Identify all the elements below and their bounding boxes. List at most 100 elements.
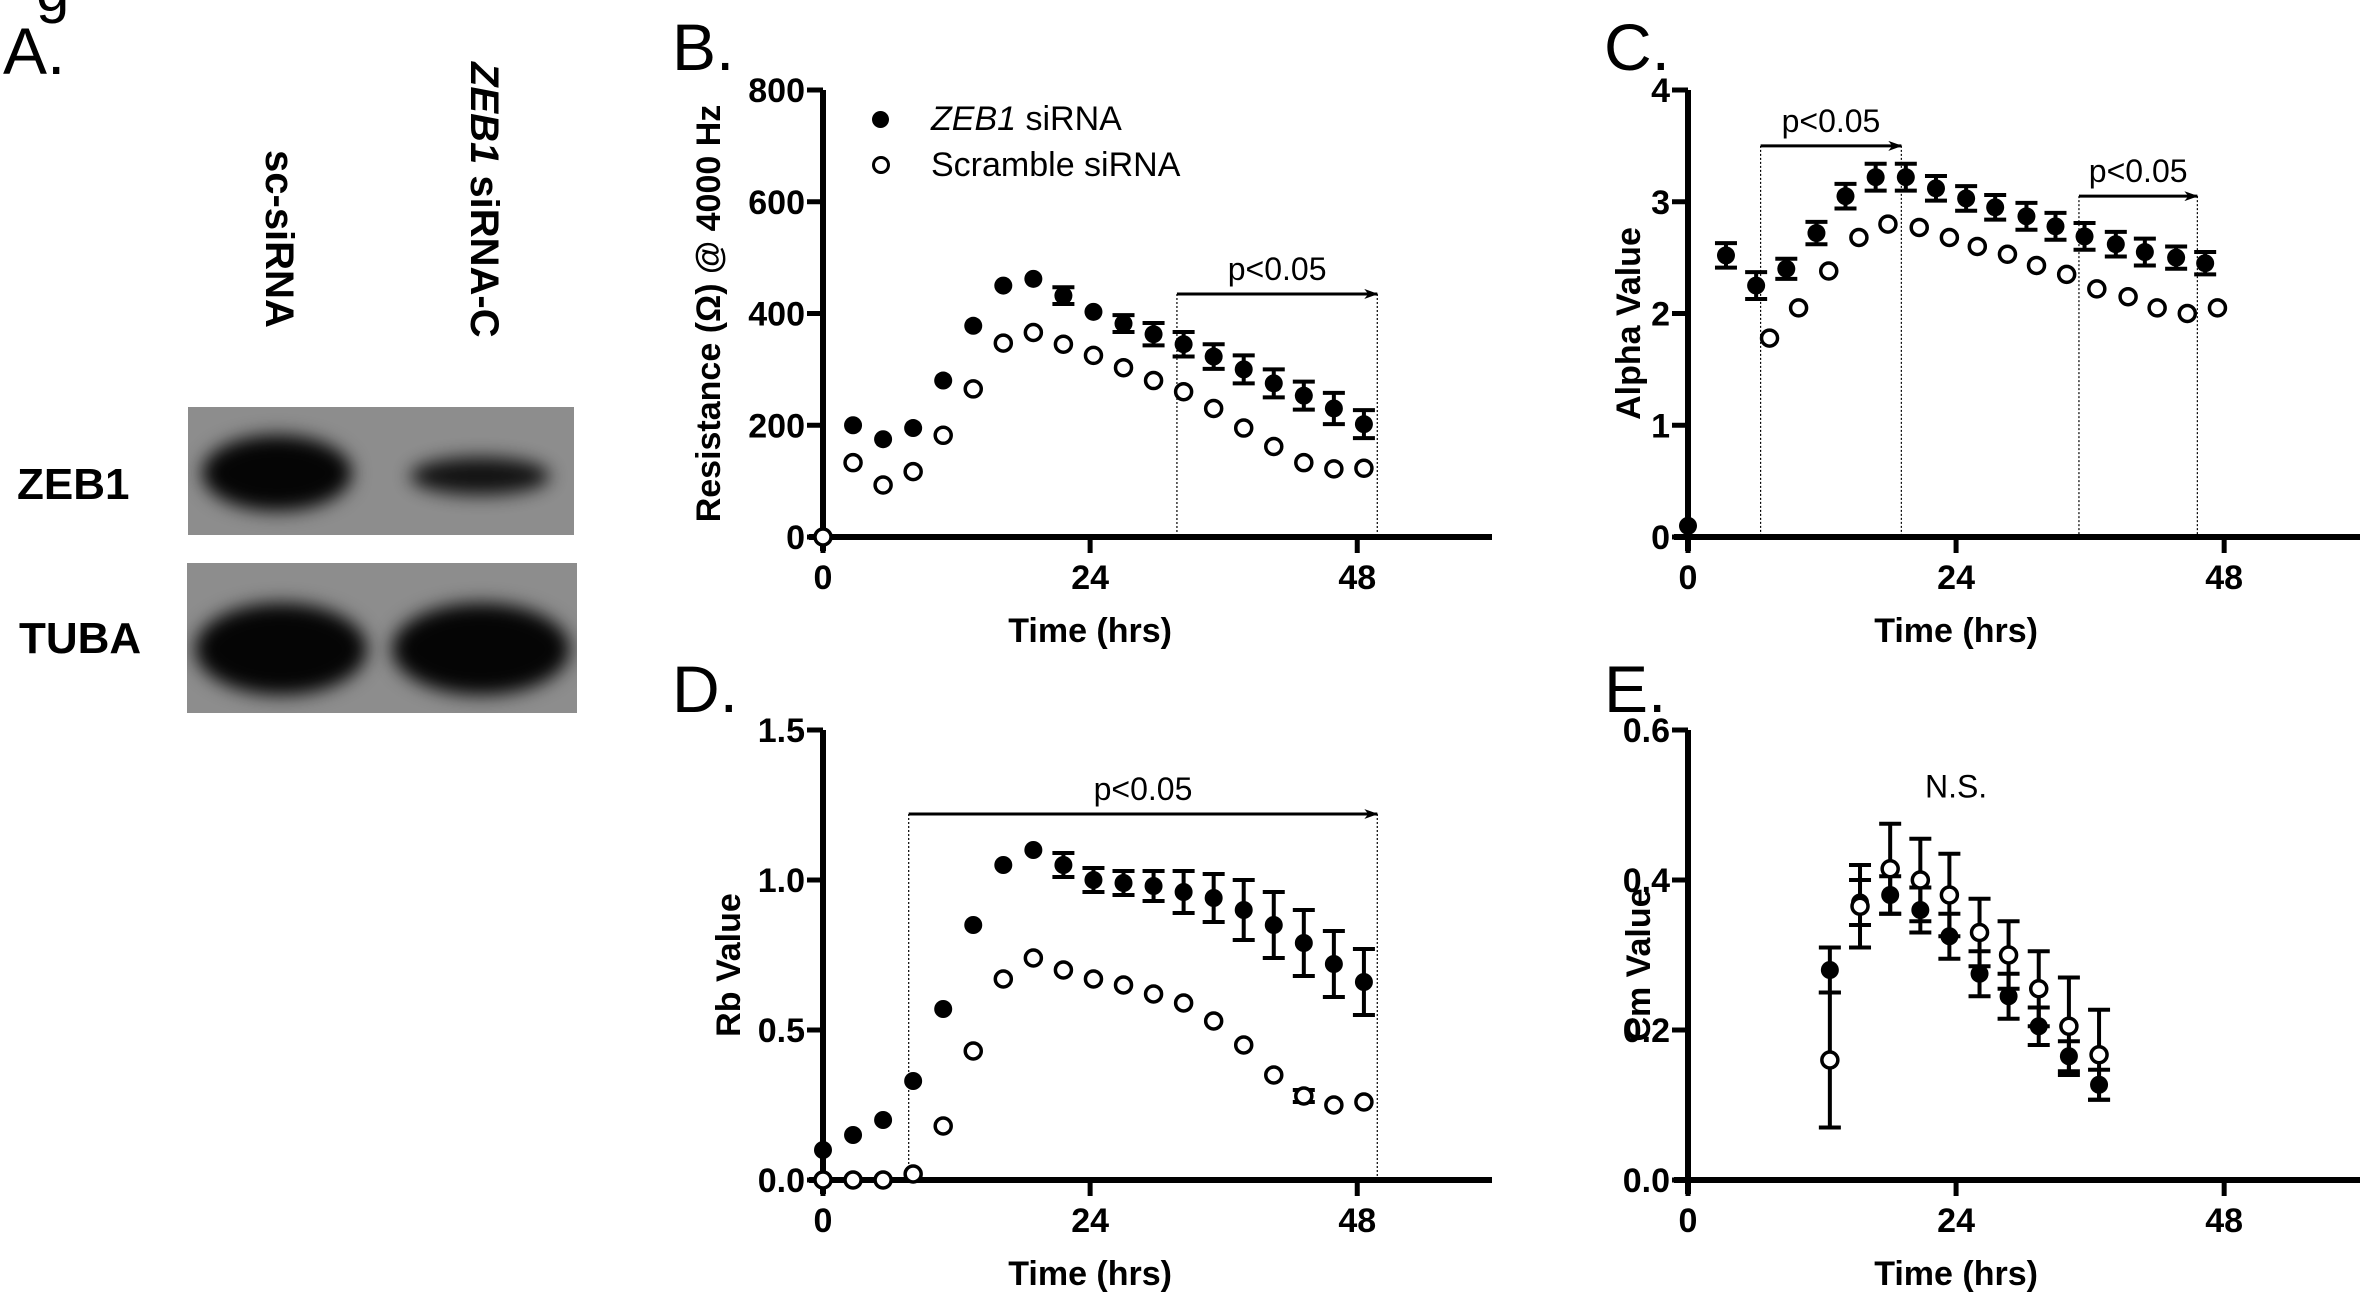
data-point-open xyxy=(1820,1050,1840,1070)
panel-d: D. 0.0 0.5 1.0 1.5 0 24 48 Time (hrs) Rb Value p<0… xyxy=(672,652,1492,1293)
panel-letter-d: D. xyxy=(672,652,738,726)
blot-tuba xyxy=(187,563,577,713)
y-tick-label: 0.0 xyxy=(758,1162,805,1200)
data-point-filled xyxy=(1234,901,1253,919)
data-point-filled xyxy=(1986,198,2005,217)
data-point-filled xyxy=(1024,269,1043,288)
y-axis-title: Resistance (Ω) @ 4000 Hz xyxy=(690,105,728,523)
data-point-filled xyxy=(2135,243,2154,262)
panel-a-western-blot: A. sc-siRNA ZEB1 siRNA-C ZEB1 TUBA xyxy=(0,0,600,780)
data-point-filled xyxy=(1084,871,1103,889)
panel-letter-c: C. xyxy=(1604,10,1670,84)
data-point-open xyxy=(843,452,863,473)
data-point-filled xyxy=(874,1111,893,1129)
data-point-open xyxy=(1849,227,1869,248)
data-point-open xyxy=(2056,264,2077,285)
open-circle-icon xyxy=(872,156,890,174)
series-scramble-sirna xyxy=(813,948,1374,1190)
data-point-open xyxy=(1294,1086,1314,1106)
blot-zeb1 xyxy=(188,407,574,535)
data-point-filled xyxy=(904,1072,923,1090)
panel-letter-b: B. xyxy=(672,10,734,84)
data-point-open xyxy=(1083,969,1104,989)
data-point-open xyxy=(1354,458,1374,479)
panel-b: B. 0 200 400 600 800 0 24 48 Time (hrs) Resistance… xyxy=(672,10,1492,650)
data-point-open xyxy=(993,969,1014,989)
y-tick-label: 0 xyxy=(786,519,805,557)
data-point-open xyxy=(1233,418,1254,438)
data-point-filled xyxy=(1294,934,1313,952)
data-point-open xyxy=(1909,217,1929,238)
data-point-open xyxy=(903,461,923,482)
data-point-filled xyxy=(994,856,1013,874)
data-point-open xyxy=(873,475,893,495)
data-point-filled xyxy=(964,916,983,934)
panel-letter-e: E. xyxy=(1604,652,1666,726)
y-tick-label: 0.2 xyxy=(1623,1012,1670,1050)
data-point-open xyxy=(1294,452,1314,473)
data-point-filled xyxy=(994,276,1013,295)
data-point-filled xyxy=(2106,235,2125,254)
data-point-filled xyxy=(1024,841,1043,859)
data-point-open xyxy=(1850,896,1870,916)
data-point-filled xyxy=(1970,964,1989,983)
x-tick-label: 24 xyxy=(1071,1202,1109,1240)
data-point-open xyxy=(933,425,953,446)
data-point-filled xyxy=(1174,335,1193,354)
x-tick-label: 0 xyxy=(814,559,833,597)
data-point-open xyxy=(2147,298,2167,318)
y-tick-label: 0.4 xyxy=(1623,862,1670,900)
significance-label: p<0.05 xyxy=(2089,153,2188,189)
data-point-open xyxy=(1143,370,1164,391)
x-tick-label: 48 xyxy=(2205,1202,2243,1240)
data-point-open xyxy=(1264,436,1284,457)
series-scramble-sirna xyxy=(1818,821,2111,1130)
data-point-open xyxy=(993,333,1014,353)
filled-circle-icon xyxy=(872,110,889,128)
legend-entry-zeb1: ZEB1 siRNA xyxy=(872,96,1180,142)
legend-label-rest: siRNA xyxy=(1016,99,1122,138)
data-point-filled xyxy=(1114,314,1133,333)
data-point-filled xyxy=(934,371,953,390)
y-tick-label: 0.6 xyxy=(1623,712,1670,750)
y-tick-label: 0.5 xyxy=(758,1012,805,1050)
x-axis-title: Time (hrs) xyxy=(1874,1255,2038,1293)
data-point-filled xyxy=(1054,856,1073,874)
data-point-open xyxy=(2026,255,2047,276)
band-tuba-zeb1-sirna xyxy=(392,603,570,695)
figure-title-fragment: g xyxy=(36,0,69,25)
data-point-open xyxy=(1910,870,1931,890)
band-label-tuba: TUBA xyxy=(19,614,142,663)
y-tick-label: 2 xyxy=(1651,296,1670,334)
data-point-filled xyxy=(934,1000,953,1018)
legend-label-zeb1: ZEB1 siRNA xyxy=(931,100,1122,139)
data-point-filled xyxy=(964,316,983,335)
data-point-filled xyxy=(874,430,893,449)
legend-gene-name: ZEB1 xyxy=(931,99,1017,138)
data-point-filled xyxy=(1144,877,1163,895)
panel-e: E. 0.0 0.2 0.4 0.6 0 24 48 Time (hrs) Cm Value N.S… xyxy=(1604,652,2360,1293)
y-tick-label: 3 xyxy=(1651,184,1670,222)
data-point-filled xyxy=(1114,874,1133,892)
data-point-open xyxy=(2177,303,2198,324)
y-tick-label: 1.0 xyxy=(758,862,805,900)
data-point-open xyxy=(1324,1095,1344,1115)
y-tick-label: 0.0 xyxy=(1623,1162,1670,1200)
data-point-open xyxy=(1023,322,1044,343)
legend-label-scramble: Scramble siRNA xyxy=(931,145,1181,184)
data-point-filled xyxy=(844,1126,863,1144)
series-scramble-sirna xyxy=(813,322,1374,547)
data-point-open xyxy=(1203,398,1224,419)
data-point-filled xyxy=(2196,254,2215,273)
data-point-filled xyxy=(814,1141,832,1159)
data-point-filled xyxy=(2017,207,2036,226)
x-tick-label: 48 xyxy=(1338,1202,1376,1240)
data-point-open xyxy=(2028,979,2049,999)
data-point-open xyxy=(1173,993,1194,1013)
data-point-open xyxy=(1053,334,1074,354)
data-point-open xyxy=(1354,1092,1374,1112)
data-point-open xyxy=(963,1041,984,1061)
series-scramble-sirna xyxy=(1759,214,2228,348)
data-point-filled xyxy=(1264,374,1283,393)
data-point-filled xyxy=(844,416,863,435)
